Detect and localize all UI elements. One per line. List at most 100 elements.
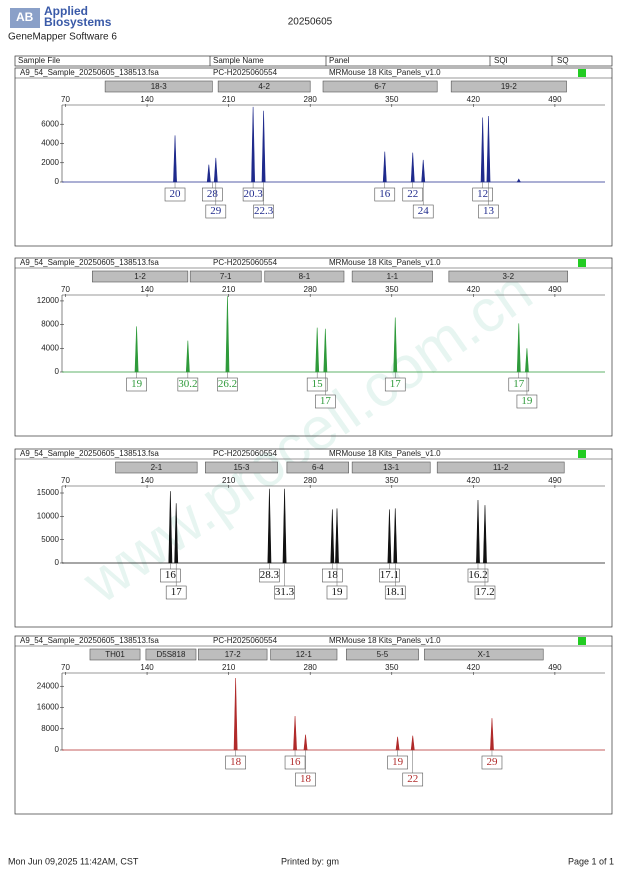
- y-tick-label: 5000: [41, 535, 59, 544]
- allele-label: 16: [290, 756, 302, 768]
- allele-label: 17.2: [475, 586, 494, 598]
- marker-label: 7-1: [220, 272, 232, 281]
- marker-bin: [424, 648, 544, 661]
- sample-file: A9_54_Sample_20250605_138513.fsa: [20, 449, 159, 458]
- allele-label: 19: [521, 395, 533, 407]
- panel-box: [14, 257, 613, 437]
- allele-box: [374, 187, 396, 202]
- sample-name: PC-H2025060554: [213, 258, 278, 267]
- marker-label: X-1: [478, 650, 491, 659]
- marker-label: 15-3: [233, 463, 250, 472]
- allele-box: [412, 204, 434, 219]
- marker-bin: [91, 270, 189, 283]
- status: [578, 259, 586, 267]
- marker-bin: [351, 461, 431, 474]
- allele-box: [177, 377, 199, 392]
- marker-label: 18-3: [151, 82, 168, 91]
- allele-box: [160, 568, 181, 583]
- allele-box: [402, 187, 424, 202]
- marker-bin: [450, 80, 567, 93]
- x-tick-label: 280: [304, 285, 318, 294]
- allele-box: [315, 394, 336, 409]
- marker-bin: [351, 270, 433, 283]
- panel-box: [14, 635, 613, 815]
- logo-line2: Biosystems: [44, 15, 112, 29]
- status: [578, 69, 586, 77]
- y-tick-label: 2000: [41, 158, 59, 167]
- allele-box: [242, 187, 264, 202]
- marker-label: 17-2: [225, 650, 242, 659]
- sample-name: PC-H2025060554: [213, 449, 278, 458]
- allele-box: [217, 377, 238, 392]
- x-tick-label: 490: [548, 663, 562, 672]
- logo-ab: AB: [16, 10, 34, 24]
- allele-label: 22: [407, 773, 418, 785]
- allele-box: [165, 585, 187, 600]
- allele-box: [387, 755, 408, 770]
- allele-box: [481, 755, 503, 770]
- allele-box: [274, 585, 295, 600]
- x-tick-label: 140: [140, 476, 154, 485]
- marker-bin: [436, 461, 565, 474]
- marker-label: 8-1: [299, 272, 311, 281]
- marker-bin: [104, 80, 213, 93]
- x-tick-label: 280: [304, 476, 318, 485]
- allele-label: 17: [390, 378, 402, 390]
- sample-file: A9_54_Sample_20250605_138513.fsa: [20, 636, 159, 645]
- panel-name: MRMouse 18 Kits_Panels_v1.0: [329, 68, 441, 77]
- allele-box: [474, 585, 496, 600]
- allele-box: [467, 568, 489, 583]
- allele-label: 17: [320, 395, 332, 407]
- allele-label: 18.1: [386, 586, 405, 598]
- column: SQ: [557, 56, 569, 65]
- y-tick-label: 0: [55, 745, 60, 754]
- marker-label: 6-4: [312, 463, 324, 472]
- marker-bin: [264, 270, 345, 283]
- allele-label: 29: [210, 205, 222, 217]
- allele-label: 24: [418, 205, 430, 217]
- allele-box: [384, 377, 406, 392]
- x-tick-label: 70: [61, 663, 70, 672]
- marker-label: 5-5: [377, 650, 389, 659]
- report-date: 20250605: [288, 17, 333, 28]
- x-tick-label: 210: [222, 95, 236, 104]
- x-tick-label: 420: [467, 476, 481, 485]
- marker-label: 3-2: [503, 272, 515, 281]
- allele-label: 16: [165, 569, 177, 581]
- x-tick-label: 70: [61, 95, 70, 104]
- allele-box: [306, 377, 328, 392]
- sample-name: PC-H2025060554: [213, 68, 278, 77]
- marker-label: 1-2: [134, 272, 146, 281]
- logo-line1: Applied: [44, 4, 88, 18]
- sample-name: PC-H2025060554: [213, 636, 278, 645]
- allele-label: 12: [477, 188, 488, 200]
- x-tick-label: 70: [61, 476, 70, 485]
- x-tick-label: 140: [140, 95, 154, 104]
- allele-box: [202, 187, 223, 202]
- allele-label: 17.1: [380, 569, 399, 581]
- marker-label: 4-2: [258, 82, 270, 91]
- panel-name: MRMouse 18 Kits_Panels_v1.0: [329, 258, 441, 267]
- allele-label: 30.2: [178, 378, 197, 390]
- software: GeneMapper Software 6: [8, 32, 117, 43]
- status: [578, 637, 586, 645]
- allele-label: 20: [170, 188, 182, 200]
- x-tick-label: 350: [385, 285, 399, 294]
- x-tick-label: 210: [222, 663, 236, 672]
- allele-label: 26.2: [218, 378, 237, 390]
- allele-box: [384, 585, 406, 600]
- marker-bin: [286, 461, 349, 474]
- allele-box: [516, 394, 538, 409]
- y-tick-label: 6000: [41, 119, 59, 128]
- marker-bin: [217, 80, 311, 93]
- marker-bin: [189, 270, 262, 283]
- x-tick-label: 420: [467, 285, 481, 294]
- allele-label: 16: [379, 188, 391, 200]
- marker-label: 1-1: [387, 272, 399, 281]
- peak: [516, 178, 521, 183]
- x-tick-label: 140: [140, 663, 154, 672]
- allele-box: [295, 772, 316, 787]
- panel-name: MRMouse 18 Kits_Panels_v1.0: [329, 636, 441, 645]
- x-tick-label: 70: [61, 285, 70, 294]
